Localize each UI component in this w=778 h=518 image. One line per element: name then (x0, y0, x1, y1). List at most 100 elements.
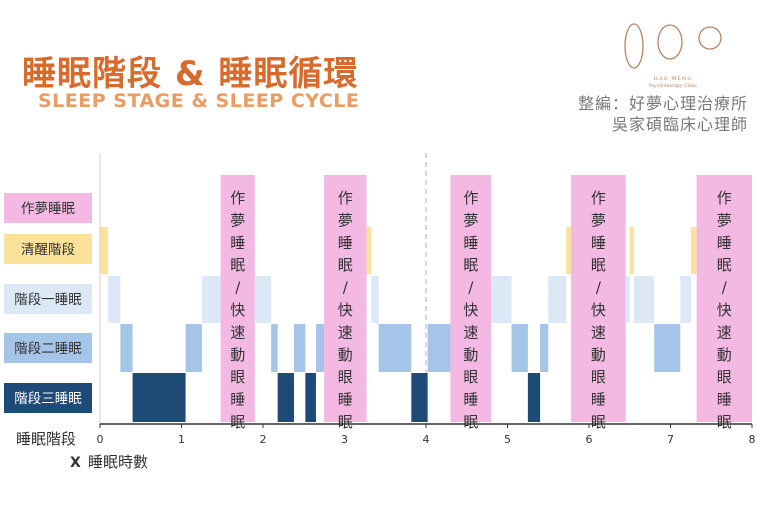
segment-n2 (540, 324, 549, 372)
rem-label-char: 睡 (338, 391, 353, 409)
segment-n1 (625, 276, 630, 323)
segment-awake (366, 227, 372, 274)
segment-awake (100, 227, 109, 274)
rem-label-char: 動 (338, 346, 353, 364)
x-tick-label: 6 (586, 433, 593, 446)
rem-label-char: 快 (230, 301, 245, 319)
rem-label-char: / (596, 279, 602, 297)
legend-box-n3 (4, 383, 92, 413)
rem-label-char: 睡 (230, 234, 245, 252)
rem-label-char: 眼 (230, 368, 245, 386)
rem-label-char: 夢 (717, 211, 732, 229)
legend-box-awake (4, 234, 92, 264)
segment-n2 (511, 324, 528, 372)
logo-text-name: HAO MENG (654, 76, 693, 82)
rem-label-char: / (235, 279, 241, 297)
rem-label-char: 速 (463, 323, 478, 341)
x-tick-label: 0 (97, 433, 104, 446)
legend-box-n1 (4, 284, 92, 314)
segment-n2 (120, 324, 133, 372)
rem-label-char: 速 (230, 323, 245, 341)
rem-label-char: 眠 (338, 256, 353, 274)
rem-label-char: 睡 (591, 391, 606, 409)
segment-n1 (680, 276, 691, 323)
x-tick-label: 3 (341, 433, 348, 446)
segment-n3 (527, 373, 541, 422)
rem-label-char: 速 (338, 323, 353, 341)
segment-n3 (411, 373, 428, 422)
rem-label-char: 眼 (591, 368, 606, 386)
rem-label-char: 睡 (463, 391, 478, 409)
logo-oval-middle (657, 24, 683, 60)
rem-label-char: 眠 (230, 413, 245, 431)
x-tick-label: 1 (178, 433, 185, 446)
segment-awake (566, 227, 572, 274)
x-tick-label: 7 (667, 433, 674, 446)
legend-label-n1: 階段一睡眠 (14, 292, 82, 308)
segment-rem (324, 175, 367, 422)
rem-label-char: 夢 (230, 211, 245, 229)
segment-n1 (491, 276, 512, 323)
segment-n1 (254, 276, 272, 323)
page-subtitle: SLEEP STAGE & SLEEP CYCLE (38, 90, 360, 112)
rem-label-char: / (722, 279, 728, 297)
rem-label-char: 眠 (463, 413, 478, 431)
logo-text-clinic: Psychotherapy Clinic (649, 83, 698, 89)
rem-label-char: 快 (717, 301, 732, 319)
rem-label-char: 夢 (463, 211, 478, 229)
segment-n2 (427, 324, 451, 372)
x-tick-label: 5 (504, 433, 511, 446)
rem-label-char: 動 (591, 346, 606, 364)
rem-label-char: 睡 (463, 234, 478, 252)
segment-n3 (132, 373, 186, 422)
rem-label-char: / (343, 279, 349, 297)
rem-label-char: 夢 (591, 211, 606, 229)
rem-label-char: 眠 (338, 413, 353, 431)
legend-box-rem (4, 193, 92, 223)
credit-clinic: 整編：好夢心理治療所 (577, 94, 748, 113)
segment-rem (220, 175, 255, 422)
legend-label-rem: 作夢睡眠 (21, 201, 75, 217)
rem-label-char: 睡 (717, 234, 732, 252)
rem-label-char: 眠 (463, 256, 478, 274)
rem-label-char: 眠 (717, 413, 732, 431)
segment-n3 (305, 373, 316, 422)
credit-author: 吳家碩臨床心理師 (611, 115, 748, 134)
x-tick-label: 4 (423, 433, 430, 446)
rem-label-char: 速 (717, 323, 732, 341)
rem-label-char: 眼 (717, 368, 732, 386)
segment-n1 (371, 276, 379, 323)
rem-label-char: 夢 (338, 211, 353, 229)
segment-rem (571, 175, 626, 422)
segment-awake (629, 227, 634, 274)
x-axis-prefix: X (70, 455, 81, 471)
page-title: 睡眠階段 & 睡眠循環 (22, 54, 359, 94)
rem-label-char: 快 (463, 301, 478, 319)
segment-n2 (271, 324, 278, 372)
segment-n1 (108, 276, 121, 323)
segment-n1 (201, 276, 221, 323)
segment-rem (696, 175, 752, 422)
rem-label-char: 眠 (717, 256, 732, 274)
x-tick-label: 2 (260, 433, 267, 446)
rem-label-char: 作 (338, 189, 353, 207)
rem-label-char: 動 (717, 346, 732, 364)
legend-label-n2: 階段二睡眠 (14, 341, 82, 357)
rem-label-char: 動 (463, 346, 478, 364)
rem-label-char: / (468, 279, 474, 297)
rem-label-char: 睡 (230, 391, 245, 409)
segment-n1 (548, 276, 567, 323)
rem-label-char: 動 (230, 346, 245, 364)
legend-label-awake: 清醒階段 (21, 242, 75, 258)
segment-n3 (277, 373, 294, 422)
segment-awake (690, 227, 697, 274)
logo-oval-left (624, 23, 644, 69)
rem-label-char: 作 (463, 189, 478, 207)
rem-label-char: 作 (591, 189, 606, 207)
logo-circle-right (698, 26, 722, 50)
rem-label-char: 速 (591, 323, 606, 341)
rem-label-char: 睡 (338, 234, 353, 252)
legend-box-n2 (4, 333, 92, 363)
segment-n1 (633, 276, 655, 323)
